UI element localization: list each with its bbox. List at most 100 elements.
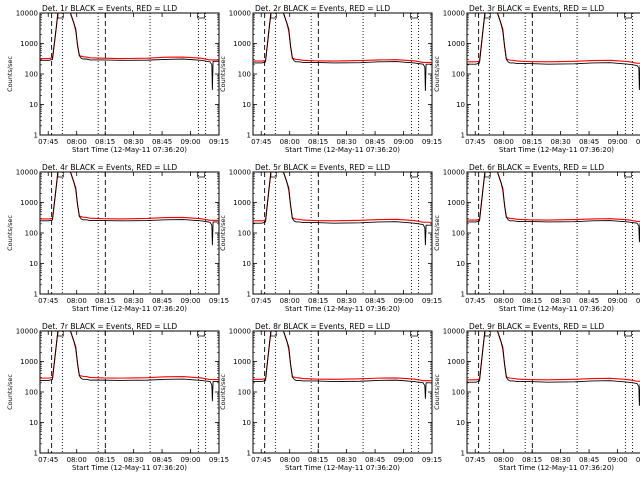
chart-panel: Det. 2r BLACK = Events, RED = LLD 1 10 100 1… bbox=[219, 4, 442, 154]
y-tick-label: 100 bbox=[238, 389, 251, 397]
chart-panel: Det. 6r BLACK = Events, RED = LLD 1 10 100 1… bbox=[433, 163, 640, 313]
plot-frame bbox=[466, 12, 640, 136]
interval-bracket bbox=[197, 172, 206, 178]
y-tick-label: 1000 bbox=[20, 358, 38, 366]
x-axis-label: Start Time (12-May-11 07:36:20) bbox=[499, 305, 614, 313]
y-axis-label: Counts/sec bbox=[219, 374, 227, 410]
x-tick-label: 07:45 bbox=[38, 138, 58, 146]
x-tick-label: 07:45 bbox=[465, 297, 485, 305]
y-tick-label: 1000 bbox=[20, 199, 38, 207]
y-tick-label: 1 bbox=[247, 450, 251, 458]
chart-panel: Det. 8r BLACK = Events, RED = LLD 1 10 100 1… bbox=[219, 322, 442, 472]
x-tick-label: 08:45 bbox=[365, 297, 385, 305]
x-tick-label: 08:30 bbox=[124, 138, 144, 146]
y-tick-label: 1000 bbox=[233, 40, 251, 48]
events-series-line bbox=[253, 330, 432, 399]
chart-panel: Det. 7r BLACK = Events, RED = LLD 1 10 100 1… bbox=[6, 322, 229, 472]
x-tick-label: 08:15 bbox=[308, 456, 328, 464]
y-axis-label: Counts/sec bbox=[433, 374, 441, 410]
interval-bracket bbox=[624, 172, 633, 178]
chart-title: Det. 4r BLACK = Events, RED = LLD bbox=[42, 163, 177, 172]
plot-frame bbox=[466, 171, 640, 295]
y-tick-label: 100 bbox=[25, 389, 38, 397]
y-tick-label: 10 bbox=[29, 419, 38, 427]
x-tick-label: 09:00 bbox=[393, 297, 413, 305]
chart-title: Det. 3r BLACK = Events, RED = LLD bbox=[469, 4, 604, 13]
y-tick-label: 1000 bbox=[447, 40, 465, 48]
y-tick-label: 10 bbox=[29, 101, 38, 109]
y-tick-label: 10000 bbox=[16, 169, 38, 177]
y-tick-label: 10000 bbox=[229, 10, 251, 18]
x-tick-label: 08:15 bbox=[95, 456, 115, 464]
y-tick-label: 10000 bbox=[443, 328, 465, 336]
y-tick-label: 10 bbox=[242, 419, 251, 427]
x-axis-label: Start Time (12-May-11 07:36:20) bbox=[72, 146, 187, 154]
x-tick-label: 09:00 bbox=[180, 456, 200, 464]
lld-series-line bbox=[467, 171, 640, 222]
y-tick-label: 1000 bbox=[233, 199, 251, 207]
x-tick-label: 08:30 bbox=[551, 297, 571, 305]
x-tick-label: 09:00 bbox=[393, 456, 413, 464]
y-tick-label: 10 bbox=[456, 419, 465, 427]
y-tick-label: 100 bbox=[25, 230, 38, 238]
plot-frame bbox=[252, 330, 433, 454]
y-tick-label: 1 bbox=[461, 132, 465, 140]
plot-frame bbox=[466, 330, 640, 454]
chart-panel: Det. 5r BLACK = Events, RED = LLD 1 10 100 1… bbox=[219, 163, 442, 313]
x-tick-label: 08:45 bbox=[365, 138, 385, 146]
x-tick-label: 09:15 bbox=[636, 138, 640, 146]
x-tick-label: 08:15 bbox=[95, 297, 115, 305]
x-tick-label: 09:15 bbox=[636, 297, 640, 305]
chart-title: Det. 5r BLACK = Events, RED = LLD bbox=[255, 163, 390, 172]
y-tick-label: 100 bbox=[452, 389, 465, 397]
x-tick-label: 08:45 bbox=[579, 297, 599, 305]
y-tick-label: 10000 bbox=[16, 10, 38, 18]
y-tick-label: 10 bbox=[456, 260, 465, 268]
x-axis-label: Start Time (12-May-11 07:36:20) bbox=[285, 305, 400, 313]
lld-series-line bbox=[40, 171, 219, 221]
x-tick-label: 08:00 bbox=[494, 138, 514, 146]
x-tick-label: 08:30 bbox=[337, 456, 357, 464]
x-tick-label: 09:15 bbox=[422, 456, 442, 464]
x-tick-label: 08:30 bbox=[124, 297, 144, 305]
interval-bracket bbox=[197, 13, 206, 19]
y-tick-label: 10000 bbox=[443, 10, 465, 18]
x-tick-label: 09:00 bbox=[180, 297, 200, 305]
y-tick-label: 100 bbox=[452, 230, 465, 238]
x-tick-label: 08:00 bbox=[67, 138, 87, 146]
x-tick-label: 08:30 bbox=[551, 456, 571, 464]
y-tick-label: 1 bbox=[247, 291, 251, 299]
x-tick-label: 08:45 bbox=[579, 138, 599, 146]
x-tick-label: 09:00 bbox=[607, 138, 627, 146]
chart-title: Det. 9r BLACK = Events, RED = LLD bbox=[469, 322, 604, 331]
x-tick-label: 07:45 bbox=[465, 138, 485, 146]
x-axis-label: Start Time (12-May-11 07:36:20) bbox=[499, 464, 614, 472]
plot-frame bbox=[252, 12, 433, 136]
x-tick-label: 08:45 bbox=[365, 456, 385, 464]
y-tick-label: 1000 bbox=[20, 40, 38, 48]
y-axis-label: Counts/sec bbox=[433, 56, 441, 92]
y-tick-label: 10000 bbox=[443, 169, 465, 177]
x-tick-label: 08:00 bbox=[280, 456, 300, 464]
x-tick-label: 09:15 bbox=[209, 297, 229, 305]
events-series-line bbox=[253, 171, 432, 246]
x-tick-label: 08:00 bbox=[280, 138, 300, 146]
plot-frame bbox=[252, 171, 433, 295]
y-tick-label: 1 bbox=[34, 291, 38, 299]
lld-series-line bbox=[253, 171, 432, 223]
x-axis-label: Start Time (12-May-11 07:36:20) bbox=[285, 146, 400, 154]
x-tick-label: 09:00 bbox=[180, 138, 200, 146]
events-series-line bbox=[40, 171, 219, 246]
plot-frame bbox=[39, 12, 220, 136]
x-tick-label: 08:15 bbox=[95, 138, 115, 146]
y-axis-label: Counts/sec bbox=[219, 56, 227, 92]
x-tick-label: 08:30 bbox=[337, 138, 357, 146]
x-tick-label: 08:15 bbox=[522, 297, 542, 305]
x-tick-label: 09:00 bbox=[393, 138, 413, 146]
x-tick-label: 09:15 bbox=[209, 456, 229, 464]
y-tick-label: 10000 bbox=[229, 328, 251, 336]
x-tick-label: 09:15 bbox=[422, 297, 442, 305]
x-tick-label: 08:30 bbox=[337, 297, 357, 305]
x-tick-label: 09:00 bbox=[607, 297, 627, 305]
x-tick-label: 08:15 bbox=[522, 456, 542, 464]
